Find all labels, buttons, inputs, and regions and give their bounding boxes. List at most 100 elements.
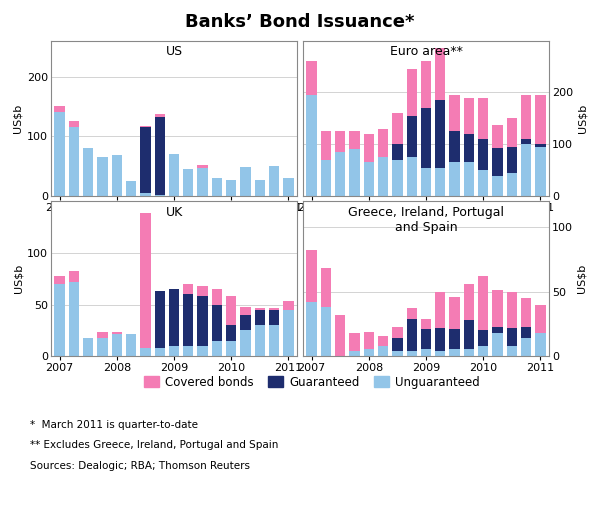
Y-axis label: US$b: US$b: [13, 104, 23, 133]
Bar: [421, 329, 431, 349]
Bar: [378, 335, 388, 346]
Bar: [407, 319, 417, 351]
Bar: [464, 98, 474, 134]
Bar: [364, 349, 374, 356]
Bar: [241, 167, 251, 196]
Text: UK: UK: [166, 206, 182, 219]
Bar: [464, 349, 474, 356]
Bar: [506, 346, 517, 356]
Text: US: US: [166, 45, 182, 59]
Bar: [407, 116, 417, 157]
Bar: [226, 296, 236, 325]
Bar: [349, 333, 359, 351]
Bar: [435, 292, 445, 328]
Bar: [155, 348, 165, 356]
Bar: [83, 337, 94, 356]
Bar: [535, 95, 545, 144]
Bar: [140, 213, 151, 348]
Bar: [349, 131, 359, 150]
Bar: [449, 329, 460, 349]
Text: Greece, Ireland, Portugal
and Spain: Greece, Ireland, Portugal and Spain: [348, 206, 504, 234]
Bar: [392, 113, 403, 144]
Bar: [535, 333, 545, 356]
Bar: [241, 306, 251, 315]
Bar: [97, 337, 107, 356]
Bar: [478, 330, 488, 346]
Bar: [449, 162, 460, 196]
Bar: [364, 332, 374, 349]
Bar: [421, 62, 431, 108]
Bar: [421, 167, 431, 196]
Bar: [506, 173, 517, 196]
Bar: [521, 95, 531, 139]
Text: *  March 2011 is quarter-to-date: * March 2011 is quarter-to-date: [30, 420, 198, 430]
Bar: [169, 289, 179, 346]
Bar: [307, 250, 317, 302]
Text: Euro area**: Euro area**: [389, 45, 463, 59]
Bar: [435, 100, 445, 167]
Bar: [321, 160, 331, 196]
Bar: [435, 351, 445, 356]
Bar: [535, 147, 545, 196]
Bar: [226, 180, 236, 196]
Bar: [140, 126, 151, 127]
Bar: [335, 131, 346, 152]
Bar: [197, 168, 208, 196]
Bar: [183, 346, 193, 356]
Bar: [241, 315, 251, 330]
Bar: [449, 349, 460, 356]
Bar: [155, 291, 165, 348]
Bar: [364, 162, 374, 196]
Bar: [392, 351, 403, 356]
Bar: [283, 301, 293, 309]
Bar: [126, 181, 136, 196]
Bar: [435, 48, 445, 100]
Bar: [97, 332, 107, 337]
Bar: [435, 167, 445, 196]
Bar: [254, 307, 265, 309]
Bar: [183, 294, 193, 346]
Bar: [254, 325, 265, 356]
Bar: [183, 169, 193, 196]
Bar: [321, 307, 331, 356]
Bar: [169, 154, 179, 196]
Y-axis label: US$b: US$b: [577, 104, 587, 133]
Bar: [478, 346, 488, 356]
Bar: [464, 134, 474, 162]
Bar: [69, 127, 79, 196]
Bar: [449, 297, 460, 329]
Bar: [183, 284, 193, 294]
Bar: [140, 193, 151, 196]
Bar: [197, 286, 208, 296]
Bar: [69, 121, 79, 127]
Bar: [506, 328, 517, 346]
Bar: [378, 157, 388, 196]
Y-axis label: US$b: US$b: [13, 264, 23, 293]
Bar: [283, 309, 293, 356]
Bar: [521, 144, 531, 196]
Bar: [407, 157, 417, 196]
Bar: [140, 348, 151, 356]
Bar: [226, 341, 236, 356]
Bar: [126, 333, 136, 356]
Bar: [212, 304, 222, 341]
Bar: [407, 308, 417, 319]
Bar: [269, 307, 279, 309]
Bar: [55, 106, 65, 112]
Bar: [521, 327, 531, 338]
Bar: [241, 330, 251, 356]
Bar: [506, 119, 517, 147]
Bar: [392, 327, 403, 338]
Bar: [69, 282, 79, 356]
Bar: [55, 112, 65, 196]
Bar: [521, 338, 531, 356]
Bar: [493, 176, 503, 196]
Bar: [378, 346, 388, 356]
Bar: [392, 338, 403, 351]
Bar: [478, 98, 488, 139]
Text: ** Excludes Greece, Ireland, Portugal and Spain: ** Excludes Greece, Ireland, Portugal an…: [30, 440, 278, 450]
Bar: [254, 180, 265, 196]
Bar: [464, 162, 474, 196]
Bar: [478, 139, 488, 170]
Bar: [421, 108, 431, 167]
